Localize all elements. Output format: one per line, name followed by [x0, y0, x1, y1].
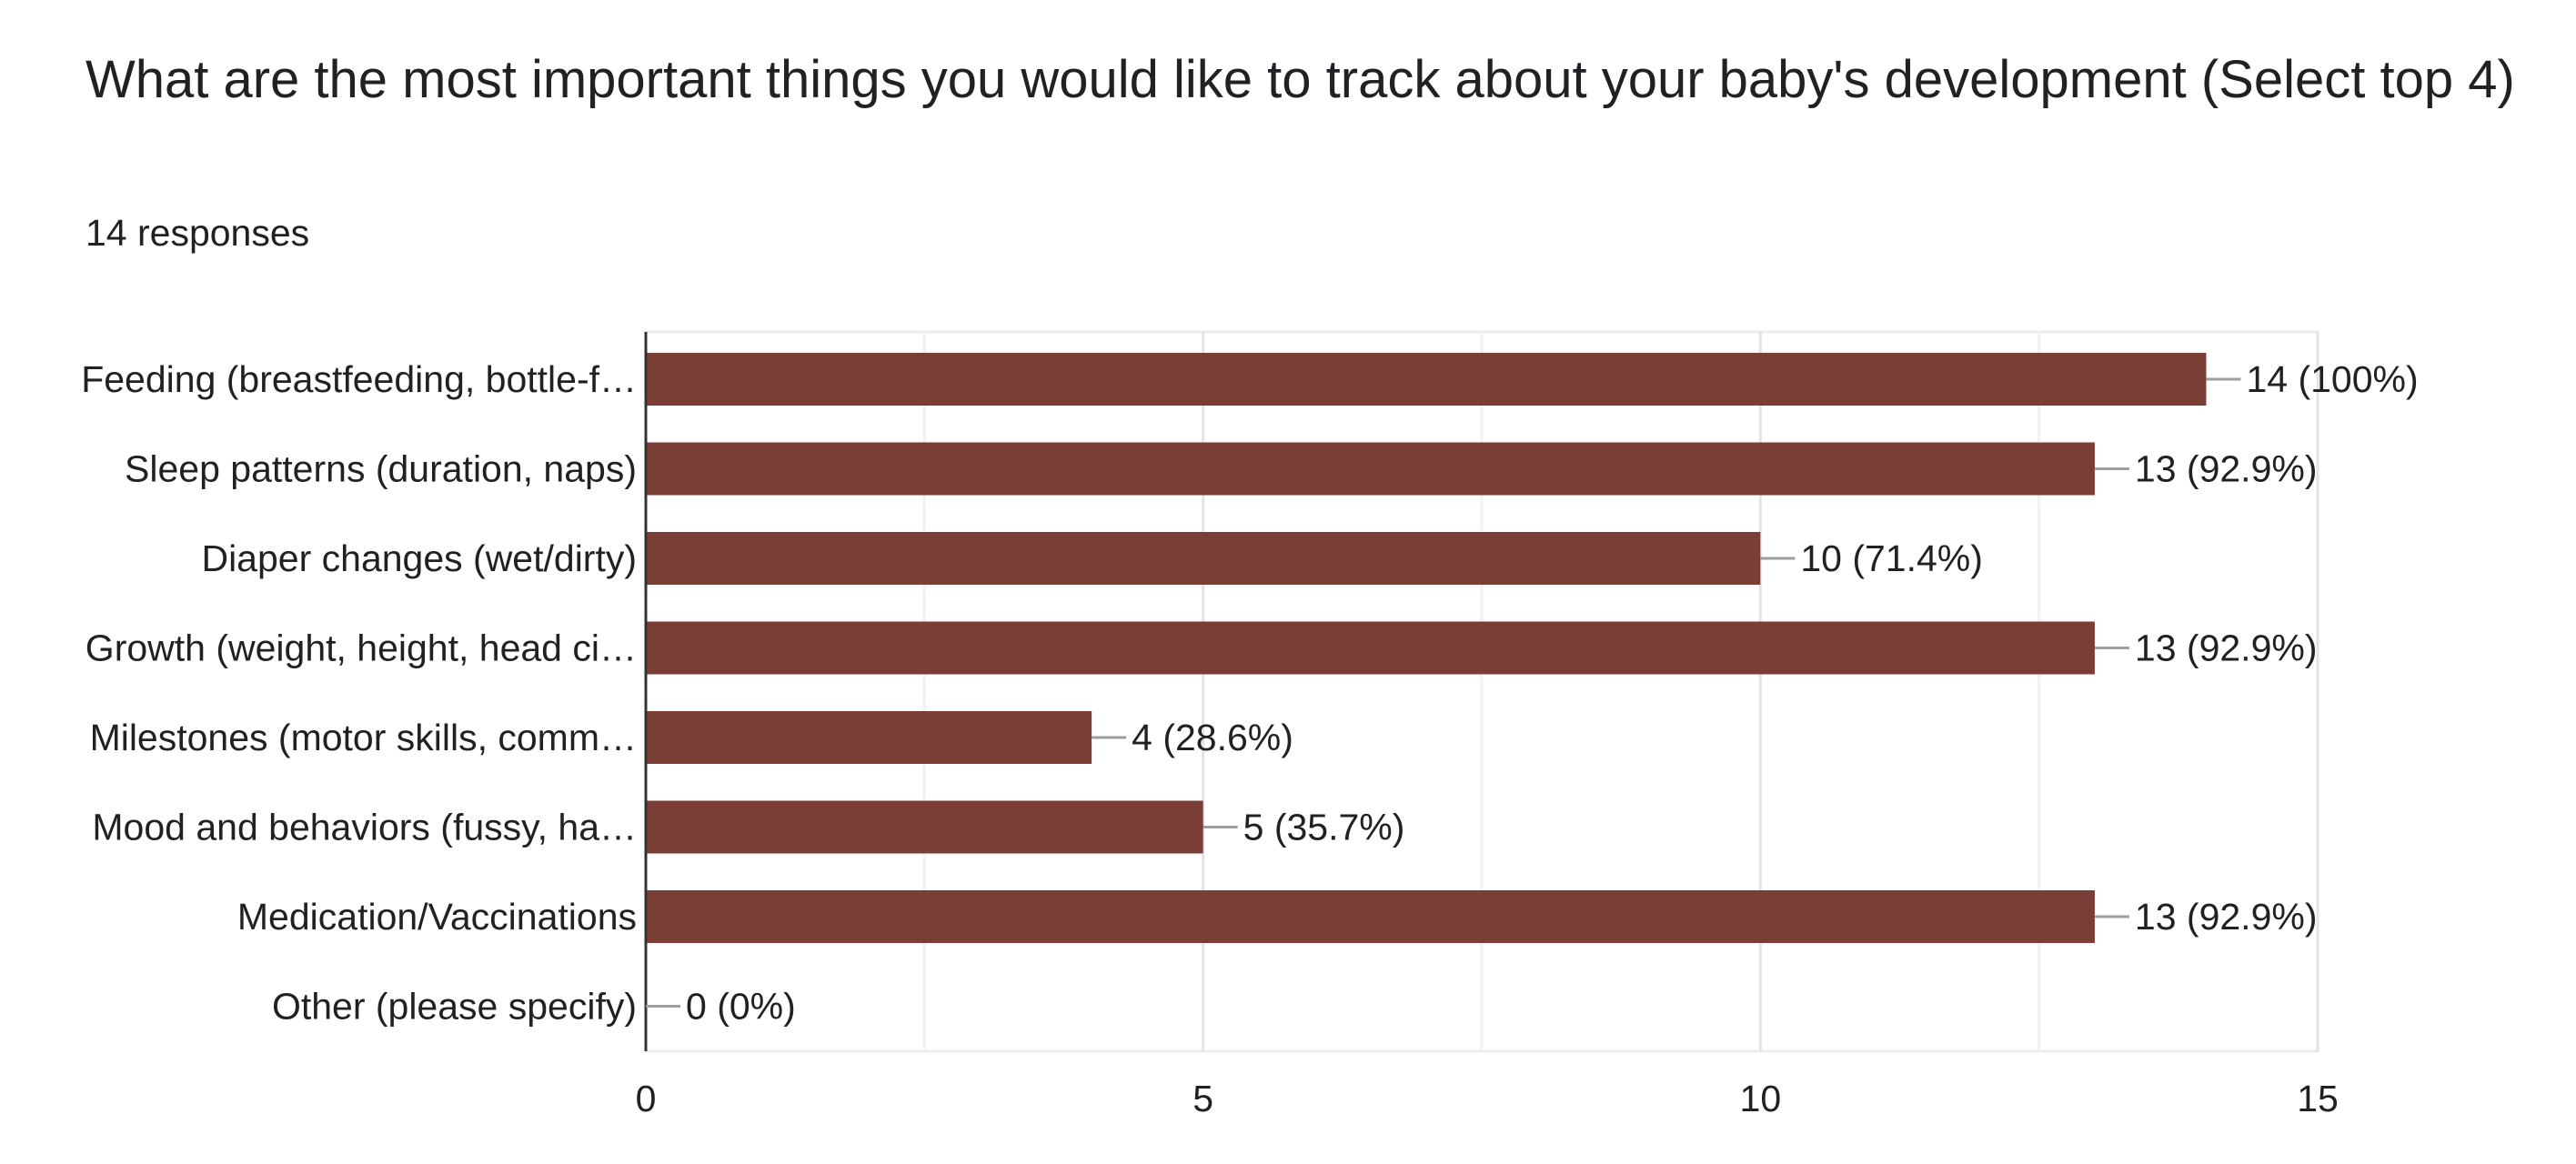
data-label: 4 (28.6%) — [1132, 717, 1293, 758]
data-label: 5 (35.7%) — [1243, 807, 1405, 848]
x-tick-label: 10 — [1740, 1078, 1782, 1119]
response-count: 14 responses — [86, 212, 310, 254]
bar — [646, 711, 1092, 764]
bar — [646, 890, 2095, 943]
category-label: Feeding (breastfeeding, bottle-f… — [81, 358, 637, 400]
x-axis-ticks: 0 5 10 15 — [636, 1078, 2339, 1119]
category-label: Milestones (motor skills, comm… — [90, 717, 637, 758]
data-labels: 14 (100%) 13 (92.9%) 10 (71.4%) 13 (92.9%) 4… — [646, 358, 2419, 1028]
data-label: 10 (71.4%) — [1800, 537, 1983, 579]
category-label: Other (please specify) — [272, 986, 637, 1028]
category-label: Medication/Vaccinations — [237, 896, 637, 938]
bar — [646, 442, 2095, 496]
x-tick-label: 5 — [1192, 1078, 1213, 1119]
data-label: 13 (92.9%) — [2135, 448, 2318, 490]
bar — [646, 800, 1203, 854]
x-tick-label: 15 — [2297, 1078, 2339, 1119]
category-label: Mood and behaviors (fussy, ha… — [92, 807, 637, 848]
x-tick-label: 0 — [636, 1078, 657, 1119]
category-label: Growth (weight, height, head ci… — [86, 627, 637, 669]
data-label: 14 (100%) — [2246, 358, 2418, 400]
bars — [644, 332, 2207, 1051]
category-labels: Feeding (breastfeeding, bottle-f… Sleep p… — [81, 358, 637, 1028]
data-label: 13 (92.9%) — [2135, 896, 2318, 938]
category-label: Diaper changes (wet/dirty) — [201, 537, 637, 579]
data-label: 13 (92.9%) — [2135, 627, 2318, 669]
gridlines — [644, 330, 2319, 1053]
data-label: 0 (0%) — [686, 986, 796, 1028]
bar — [646, 621, 2095, 675]
question-title: What are the most important things you w… — [86, 50, 2515, 109]
category-label: Sleep patterns (duration, naps) — [125, 448, 637, 490]
bar — [646, 353, 2207, 406]
bar — [646, 532, 1761, 585]
